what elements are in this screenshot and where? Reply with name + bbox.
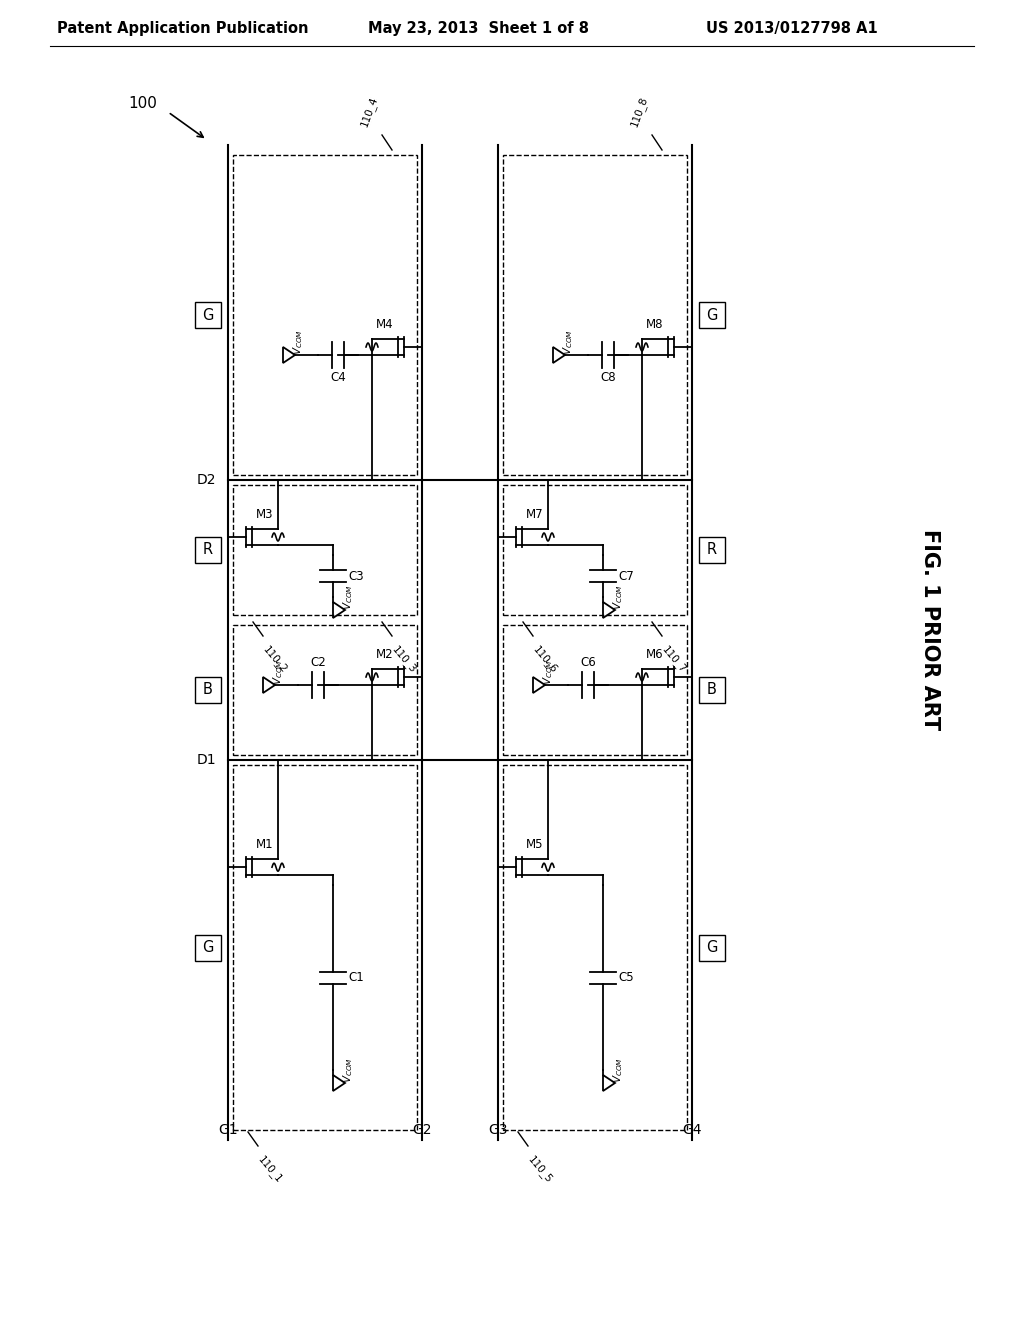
Text: $V_{COM}$: $V_{COM}$ <box>291 329 305 355</box>
Text: $V_{COM}$: $V_{COM}$ <box>341 1057 355 1082</box>
Text: 110_1: 110_1 <box>256 1154 285 1185</box>
Text: D2: D2 <box>197 473 216 487</box>
Text: US 2013/0127798 A1: US 2013/0127798 A1 <box>707 21 878 36</box>
Text: 110_5: 110_5 <box>526 1154 555 1185</box>
FancyBboxPatch shape <box>195 935 221 961</box>
Text: D1: D1 <box>197 752 216 767</box>
Text: C4: C4 <box>330 371 346 384</box>
Text: R: R <box>707 543 717 557</box>
FancyBboxPatch shape <box>699 677 725 704</box>
Text: G3: G3 <box>488 1123 508 1137</box>
FancyBboxPatch shape <box>699 935 725 961</box>
FancyBboxPatch shape <box>195 302 221 327</box>
Text: G: G <box>203 940 214 954</box>
Text: M1: M1 <box>256 838 273 851</box>
Text: G1: G1 <box>218 1123 238 1137</box>
Text: 110_3: 110_3 <box>390 644 419 676</box>
Text: M7: M7 <box>526 508 544 521</box>
FancyBboxPatch shape <box>699 302 725 327</box>
Text: G2: G2 <box>413 1123 432 1137</box>
Text: G: G <box>707 940 718 954</box>
Text: FIG. 1 PRIOR ART: FIG. 1 PRIOR ART <box>920 529 940 730</box>
Text: C8: C8 <box>600 371 615 384</box>
Text: 110_8: 110_8 <box>629 95 650 128</box>
Text: C3: C3 <box>348 569 364 582</box>
Text: 100: 100 <box>129 96 158 111</box>
Text: May 23, 2013  Sheet 1 of 8: May 23, 2013 Sheet 1 of 8 <box>368 21 589 36</box>
Text: $V_{COM}$: $V_{COM}$ <box>541 659 555 685</box>
Text: $V_{COM}$: $V_{COM}$ <box>611 583 625 610</box>
Text: B: B <box>203 682 213 697</box>
Text: M5: M5 <box>526 838 544 851</box>
Text: C7: C7 <box>618 569 634 582</box>
Text: M3: M3 <box>256 508 273 521</box>
Text: Patent Application Publication: Patent Application Publication <box>57 21 309 36</box>
Text: $V_{COM}$: $V_{COM}$ <box>271 659 285 685</box>
FancyBboxPatch shape <box>195 537 221 564</box>
Text: 110_6: 110_6 <box>531 644 560 676</box>
Text: G4: G4 <box>682 1123 701 1137</box>
Text: C5: C5 <box>618 972 634 985</box>
Text: M6: M6 <box>646 648 664 661</box>
Text: 110_4: 110_4 <box>359 95 380 128</box>
Text: $V_{COM}$: $V_{COM}$ <box>561 329 574 355</box>
Text: C1: C1 <box>348 972 364 985</box>
Text: M2: M2 <box>376 648 394 661</box>
Text: 110_7: 110_7 <box>660 644 689 676</box>
Text: $V_{COM}$: $V_{COM}$ <box>611 1057 625 1082</box>
FancyBboxPatch shape <box>195 677 221 704</box>
Text: 110_2: 110_2 <box>261 644 290 676</box>
Text: C2: C2 <box>310 656 326 669</box>
FancyBboxPatch shape <box>699 537 725 564</box>
Text: M4: M4 <box>376 318 394 331</box>
Text: C6: C6 <box>581 656 596 669</box>
Text: G: G <box>707 308 718 322</box>
Text: $V_{COM}$: $V_{COM}$ <box>341 583 355 610</box>
Text: M8: M8 <box>646 318 664 331</box>
Text: B: B <box>707 682 717 697</box>
Text: R: R <box>203 543 213 557</box>
Text: G: G <box>203 308 214 322</box>
